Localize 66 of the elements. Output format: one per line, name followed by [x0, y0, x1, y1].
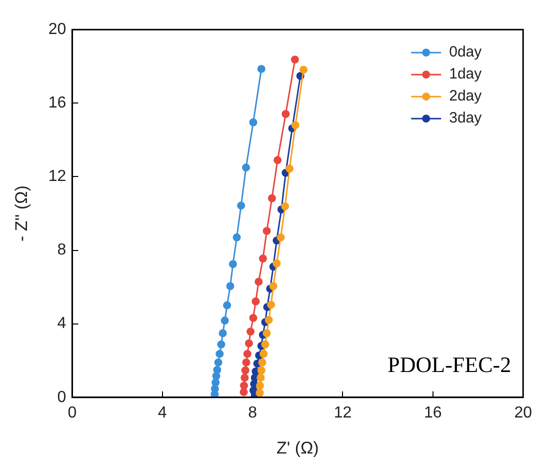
- annotation: PDOL-FEC-2: [388, 352, 512, 378]
- point: [300, 66, 308, 74]
- point: [218, 329, 227, 338]
- point: [242, 358, 250, 366]
- point: [267, 300, 276, 309]
- point: [249, 314, 258, 322]
- point: [282, 110, 290, 118]
- point: [256, 382, 264, 390]
- y-tick-label: 4: [57, 315, 66, 332]
- point: [237, 202, 246, 210]
- x-tick-label: 20: [514, 404, 532, 422]
- point: [241, 366, 250, 374]
- legend-label: 0day: [449, 44, 482, 61]
- point: [268, 194, 276, 202]
- point: [256, 388, 264, 397]
- point: [272, 259, 281, 268]
- y-tick-label: 16: [48, 94, 66, 112]
- point: [276, 233, 285, 242]
- x-tick-label: 16: [424, 404, 442, 422]
- point: [213, 366, 222, 374]
- x-tick-label: 8: [248, 404, 258, 422]
- point: [240, 382, 248, 390]
- point: [262, 329, 271, 338]
- x-tick-label: 12: [334, 404, 352, 422]
- point: [254, 278, 263, 286]
- point: [257, 366, 266, 374]
- x-axis-title: Z' (Ω): [276, 438, 319, 458]
- point: [240, 374, 249, 382]
- point: [257, 64, 266, 73]
- point: [220, 316, 229, 325]
- point: [286, 164, 294, 173]
- point: [228, 260, 237, 268]
- point: [243, 350, 252, 358]
- point: [217, 340, 226, 348]
- point: [216, 350, 224, 358]
- point: [281, 202, 290, 210]
- point: [258, 358, 266, 366]
- point: [249, 118, 258, 126]
- point: [258, 254, 267, 263]
- point: [264, 316, 273, 324]
- point: [212, 378, 220, 387]
- y-axis-title: - Z'' (Ω): [12, 185, 31, 242]
- y-tick-label: 20: [48, 21, 66, 38]
- point: [262, 226, 271, 235]
- y-tick-label: 12: [48, 168, 66, 186]
- point: [232, 233, 241, 242]
- y-tick-label: 8: [57, 242, 66, 259]
- point: [290, 56, 299, 64]
- point: [261, 340, 270, 348]
- point: [244, 339, 253, 348]
- x-tick-label: 4: [158, 404, 167, 422]
- legend-label: 3day: [449, 110, 482, 127]
- point: [260, 350, 268, 358]
- point: [226, 282, 234, 290]
- point: [291, 121, 300, 130]
- point: [223, 301, 232, 310]
- point: [252, 297, 260, 306]
- legend-label: 1day: [449, 66, 482, 83]
- point: [246, 328, 255, 336]
- point: [256, 374, 265, 382]
- legend-label: 2day: [449, 88, 482, 105]
- point: [269, 282, 278, 290]
- point: [214, 358, 222, 366]
- y-tick-label: 0: [57, 388, 66, 406]
- point: [274, 156, 282, 164]
- point: [242, 164, 250, 172]
